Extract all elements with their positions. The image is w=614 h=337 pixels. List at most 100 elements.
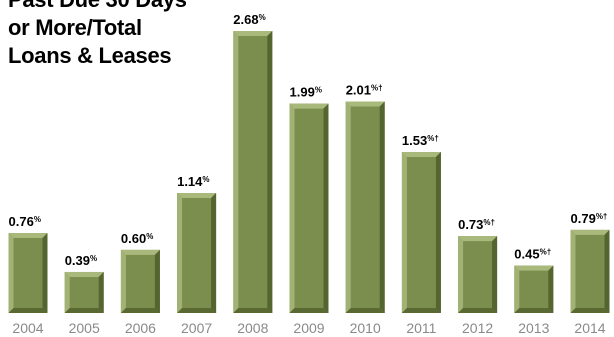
value-label-2013: 0.45%† xyxy=(514,247,551,262)
year-label-2005: 2005 xyxy=(69,320,100,336)
bar-2005-bevel-right xyxy=(98,271,104,313)
bar-2009-bevel-left xyxy=(289,103,295,313)
bar-2012-bevel-left xyxy=(458,236,464,313)
bar-2013-bevel-bottom xyxy=(514,308,554,313)
value-label-2007-unit: % xyxy=(202,175,209,184)
bar-2011-face xyxy=(401,152,441,313)
bar-2010-face xyxy=(345,101,385,313)
bar-2007 xyxy=(177,193,217,313)
bar-2006-bevel-left xyxy=(120,249,126,313)
bar-2012-bevel-right xyxy=(492,236,498,313)
value-label-2010: 2.01%† xyxy=(346,83,383,98)
bar-2013-face xyxy=(514,265,554,313)
bar-2009-bevel-right xyxy=(323,103,329,313)
value-label-2012-number: 0.73 xyxy=(458,217,483,232)
value-label-2008-number: 2.68 xyxy=(233,12,258,27)
year-label-2012: 2012 xyxy=(462,320,493,336)
year-label-2014: 2014 xyxy=(574,320,605,336)
bar-2005 xyxy=(64,271,104,313)
bar-2007-face xyxy=(177,193,217,313)
bar-2009-bevel-bottom xyxy=(289,308,329,313)
value-label-2007-number: 1.14 xyxy=(177,174,203,189)
bar-2005-face xyxy=(64,271,104,313)
bar-2014-bevel-top xyxy=(570,229,610,235)
bar-2013 xyxy=(514,265,554,313)
bar-2009-face xyxy=(289,103,329,313)
year-label-2004: 2004 xyxy=(12,320,43,336)
bar-2011 xyxy=(401,152,441,313)
year-label-2009: 2009 xyxy=(293,320,324,336)
bar-2014-bevel-left xyxy=(570,229,576,313)
bar-2005-bevel-left xyxy=(64,271,70,313)
bar-2005-bevel-top xyxy=(64,271,104,277)
bar-2007-bevel-left xyxy=(177,193,183,313)
value-label-2007: 1.14% xyxy=(177,174,209,189)
bar-2010 xyxy=(345,101,385,313)
bar-2012-face xyxy=(458,236,498,313)
bar-2008-bevel-bottom xyxy=(233,308,273,313)
value-label-2009: 1.99% xyxy=(290,85,322,100)
value-label-2014-number: 0.79 xyxy=(571,211,596,226)
value-label-2006-unit: % xyxy=(146,232,153,241)
value-label-2004-number: 0.76 xyxy=(9,214,34,229)
bar-2007-bevel-top xyxy=(177,193,217,199)
chart-title-line-3: Loans & Leases xyxy=(8,43,172,68)
bar-2012-bevel-bottom xyxy=(458,308,498,313)
value-label-2005-unit: % xyxy=(90,254,97,263)
year-label-2006: 2006 xyxy=(125,320,156,336)
bar-2007-bevel-bottom xyxy=(177,308,217,313)
value-label-2008-unit: % xyxy=(259,13,266,22)
bar-2008 xyxy=(233,31,273,313)
bar-2013-bevel-top xyxy=(514,265,554,271)
bar-2009 xyxy=(289,103,329,313)
bar-2007-bevel-right xyxy=(211,193,217,313)
value-label-2008: 2.68% xyxy=(233,12,265,27)
value-label-2005-number: 0.39 xyxy=(65,253,90,268)
bar-2004-bevel-top xyxy=(8,233,48,239)
bar-2006-face xyxy=(120,249,160,313)
bar-2008-bevel-right xyxy=(267,31,273,313)
bar-2006-bevel-right xyxy=(154,249,160,313)
bar-2010-bevel-right xyxy=(379,101,385,313)
value-label-2013-unit: %† xyxy=(540,248,552,257)
bar-2012-bevel-top xyxy=(458,236,498,242)
bar-2014 xyxy=(570,229,610,313)
bar-2012 xyxy=(458,236,498,313)
year-label-2013: 2013 xyxy=(518,320,549,336)
value-label-2004: 0.76% xyxy=(9,214,41,229)
value-label-2013-number: 0.45 xyxy=(514,247,539,262)
bar-2004-bevel-left xyxy=(8,233,14,313)
bar-2010-bevel-top xyxy=(345,101,385,107)
value-label-2012-unit: %† xyxy=(483,218,495,227)
bar-2006-bevel-top xyxy=(120,249,160,255)
value-label-2012: 0.73%† xyxy=(458,217,495,232)
value-label-2005: 0.39% xyxy=(65,253,97,268)
value-label-2010-unit: %† xyxy=(371,84,383,93)
bar-2004 xyxy=(8,233,48,313)
bar-2006-bevel-bottom xyxy=(120,308,160,313)
value-label-2014: 0.79%† xyxy=(571,211,608,226)
chart-title-line-2: or More/Total xyxy=(8,15,142,40)
bar-2008-face xyxy=(233,31,273,313)
bar-2011-bevel-bottom xyxy=(401,308,441,313)
value-label-2006: 0.60% xyxy=(121,231,153,246)
value-label-2010-number: 2.01 xyxy=(346,83,371,98)
bar-2005-bevel-bottom xyxy=(64,308,104,313)
value-label-2011-unit: %† xyxy=(427,134,439,143)
bar-2014-bevel-bottom xyxy=(570,308,610,313)
chart-title: Past Due 30 Days or More/Total Loans & L… xyxy=(8,0,187,70)
bar-2010-bevel-left xyxy=(345,101,351,313)
bar-2004-bevel-right xyxy=(42,233,48,313)
value-label-2009-unit: % xyxy=(315,86,322,95)
year-label-2010: 2010 xyxy=(350,320,381,336)
bar-2011-bevel-top xyxy=(401,152,441,158)
bar-2009-bevel-top xyxy=(289,103,329,109)
bar-2008-bevel-left xyxy=(233,31,239,313)
value-label-2006-number: 0.60 xyxy=(121,231,146,246)
bar-2006 xyxy=(120,249,160,313)
bar-2011-bevel-right xyxy=(435,152,441,313)
value-label-2014-unit: %† xyxy=(596,212,608,221)
bar-2011-bevel-left xyxy=(401,152,407,313)
bar-2014-face xyxy=(570,229,610,313)
value-label-2009-number: 1.99 xyxy=(290,85,315,100)
